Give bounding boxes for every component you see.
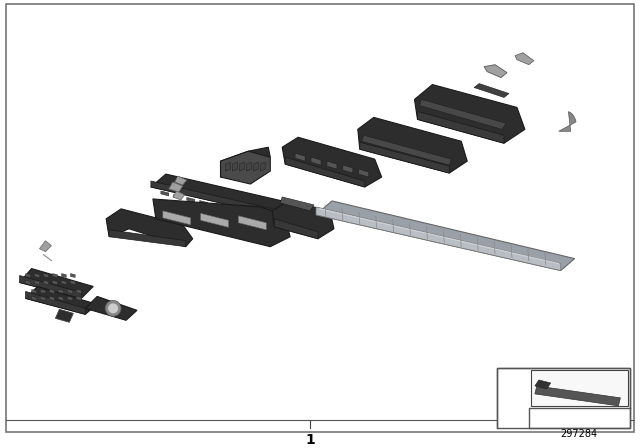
- Polygon shape: [212, 204, 221, 209]
- Polygon shape: [20, 276, 81, 298]
- Polygon shape: [161, 191, 169, 196]
- Polygon shape: [44, 274, 49, 277]
- Text: 1: 1: [305, 433, 315, 447]
- Polygon shape: [153, 199, 290, 247]
- Polygon shape: [285, 157, 365, 187]
- Polygon shape: [253, 162, 259, 171]
- Polygon shape: [163, 211, 191, 225]
- Polygon shape: [358, 117, 467, 173]
- Polygon shape: [252, 213, 259, 218]
- Polygon shape: [151, 181, 290, 219]
- Polygon shape: [56, 310, 74, 322]
- Polygon shape: [76, 289, 81, 293]
- Polygon shape: [49, 289, 54, 293]
- Polygon shape: [49, 297, 54, 301]
- Bar: [497, 368, 630, 428]
- Polygon shape: [76, 297, 81, 301]
- Polygon shape: [311, 157, 321, 165]
- Polygon shape: [67, 297, 72, 301]
- Polygon shape: [44, 280, 49, 284]
- Polygon shape: [61, 280, 67, 284]
- Bar: [531, 370, 628, 406]
- Polygon shape: [295, 153, 305, 161]
- Polygon shape: [559, 112, 576, 131]
- Polygon shape: [85, 297, 137, 320]
- Polygon shape: [40, 289, 45, 293]
- Polygon shape: [359, 169, 369, 177]
- Polygon shape: [419, 99, 506, 129]
- Polygon shape: [174, 194, 182, 199]
- Polygon shape: [221, 151, 270, 184]
- Polygon shape: [70, 274, 76, 277]
- Polygon shape: [239, 216, 266, 230]
- Polygon shape: [417, 112, 504, 143]
- Polygon shape: [20, 268, 93, 298]
- Polygon shape: [272, 201, 334, 239]
- Polygon shape: [316, 207, 561, 271]
- Polygon shape: [31, 289, 36, 293]
- Polygon shape: [239, 162, 244, 171]
- Polygon shape: [70, 280, 76, 284]
- Polygon shape: [109, 230, 186, 247]
- Polygon shape: [40, 297, 45, 301]
- Polygon shape: [31, 297, 36, 301]
- Polygon shape: [415, 85, 525, 143]
- Polygon shape: [200, 201, 207, 206]
- Polygon shape: [246, 162, 252, 171]
- Polygon shape: [151, 174, 308, 219]
- Polygon shape: [26, 274, 31, 277]
- Polygon shape: [200, 213, 228, 227]
- Polygon shape: [232, 162, 237, 171]
- Polygon shape: [225, 207, 234, 212]
- Polygon shape: [282, 137, 381, 187]
- Polygon shape: [316, 201, 575, 271]
- Polygon shape: [173, 191, 185, 200]
- Polygon shape: [26, 292, 85, 314]
- Polygon shape: [175, 176, 187, 185]
- Polygon shape: [474, 84, 509, 98]
- Polygon shape: [35, 274, 40, 277]
- Polygon shape: [169, 182, 183, 192]
- Polygon shape: [40, 241, 51, 252]
- Polygon shape: [535, 386, 620, 406]
- Polygon shape: [26, 286, 97, 314]
- Polygon shape: [106, 209, 193, 247]
- Polygon shape: [61, 274, 67, 277]
- Polygon shape: [187, 198, 195, 202]
- Polygon shape: [35, 280, 40, 284]
- Polygon shape: [221, 147, 270, 177]
- Polygon shape: [58, 297, 63, 301]
- Circle shape: [108, 303, 118, 313]
- Polygon shape: [52, 280, 58, 284]
- Polygon shape: [264, 216, 272, 221]
- Polygon shape: [343, 165, 353, 173]
- Polygon shape: [260, 162, 266, 171]
- Polygon shape: [484, 65, 507, 78]
- Polygon shape: [360, 142, 449, 173]
- Text: 297284: 297284: [560, 429, 597, 439]
- Polygon shape: [239, 210, 246, 215]
- Polygon shape: [52, 274, 58, 277]
- Polygon shape: [26, 280, 31, 284]
- Polygon shape: [515, 53, 534, 65]
- Polygon shape: [280, 197, 314, 211]
- Polygon shape: [277, 220, 285, 224]
- Circle shape: [105, 301, 121, 316]
- Polygon shape: [67, 289, 72, 293]
- Polygon shape: [327, 161, 337, 169]
- Polygon shape: [275, 219, 318, 239]
- Polygon shape: [225, 162, 230, 171]
- Polygon shape: [535, 380, 551, 389]
- Polygon shape: [58, 289, 63, 293]
- Polygon shape: [362, 135, 451, 165]
